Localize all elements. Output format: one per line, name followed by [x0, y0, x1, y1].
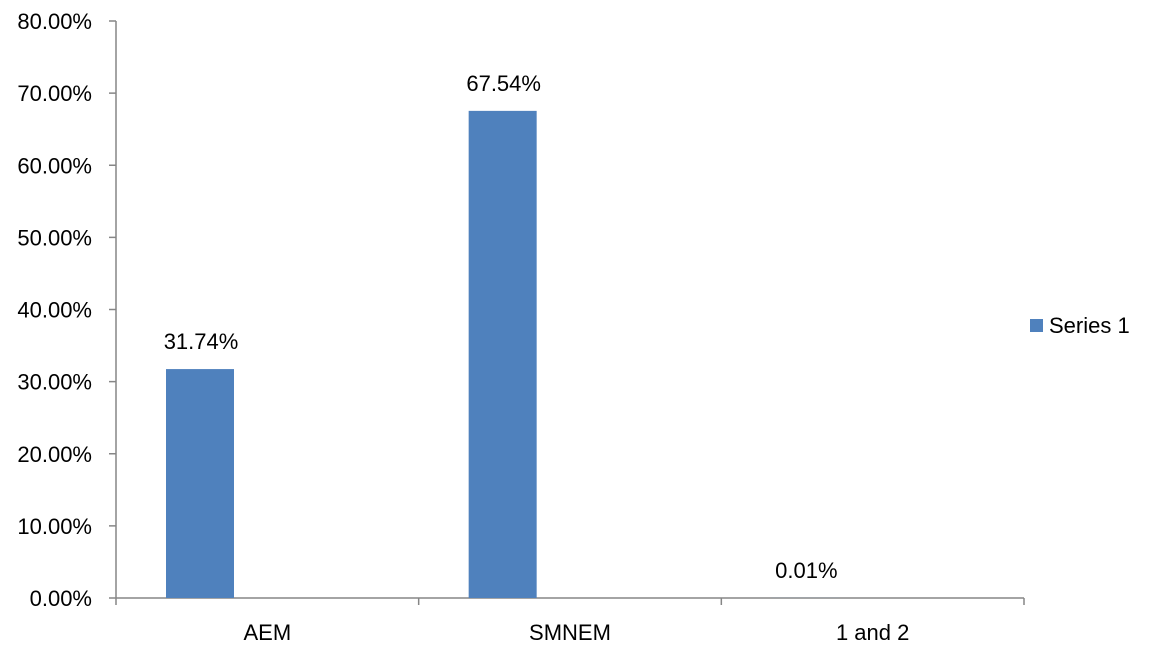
- x-axis: AEM SMNEM 1 and 2: [115, 597, 1025, 645]
- bar: [468, 110, 537, 599]
- x-category-label: 1 and 2: [836, 620, 909, 645]
- data-label: 31.74%: [164, 329, 239, 354]
- y-tick-label: 20.00%: [17, 442, 92, 467]
- x-category-label: AEM: [243, 620, 291, 645]
- y-tick-label: 10.00%: [17, 514, 92, 539]
- y-tick-label: 30.00%: [17, 370, 92, 395]
- x-category-label: SMNEM: [529, 620, 611, 645]
- data-labels: 31.74% 67.54% 0.01%: [164, 71, 838, 583]
- bar: [166, 369, 234, 598]
- y-tick-label: 80.00%: [17, 9, 92, 34]
- y-tick-label: 70.00%: [17, 81, 92, 106]
- legend-swatch: [1030, 319, 1043, 332]
- y-axis: 0.00% 10.00% 20.00% 30.00% 40.00% 50.00% 60.00…: [17, 9, 117, 611]
- y-tick-label: 0.00%: [30, 586, 92, 611]
- data-label: 0.01%: [775, 558, 837, 583]
- y-tick-label: 40.00%: [17, 298, 92, 323]
- y-tick-label: 60.00%: [17, 153, 92, 178]
- y-tick-label: 50.00%: [17, 225, 92, 250]
- legend: Series 1: [1030, 313, 1130, 338]
- legend-label: Series 1: [1049, 313, 1130, 338]
- data-label: 67.54%: [466, 71, 541, 96]
- bars: [166, 110, 840, 599]
